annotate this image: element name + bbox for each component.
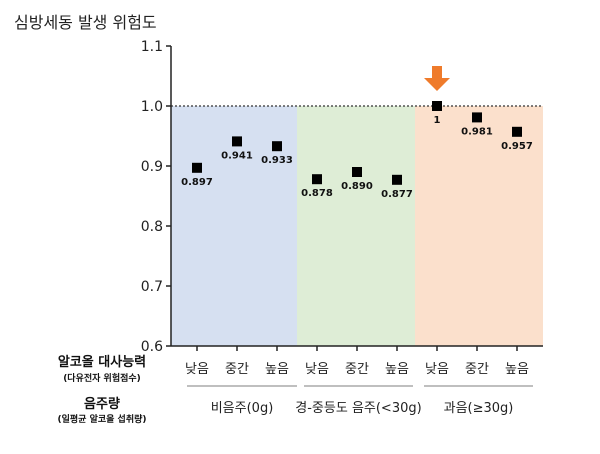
- intake-row-subtitle: (일평균 알코올 섭취량): [57, 413, 146, 425]
- metabolism-row-title: 알코올 대사능력: [58, 354, 146, 370]
- intake-row-title: 음주량: [84, 396, 120, 412]
- y-tick-label: 0.6: [141, 339, 163, 355]
- x-category-label: 높음: [505, 362, 529, 377]
- data-point: [352, 167, 362, 177]
- group-band: [415, 106, 543, 346]
- data-point: [472, 112, 482, 123]
- data-label: 0.897: [181, 177, 213, 188]
- group-label: 경-중등도 음주(<30g): [295, 401, 421, 416]
- y-tick-label: 0.7: [141, 279, 163, 295]
- y-axis-title: 심방세동 발생 위험도: [14, 13, 157, 32]
- data-label: 1: [434, 115, 441, 126]
- x-category-label: 낮음: [425, 362, 449, 377]
- x-category-label: 높음: [385, 362, 409, 377]
- y-tick-label: 0.8: [141, 219, 163, 235]
- data-point: [232, 136, 242, 147]
- data-label: 0.878: [301, 188, 333, 199]
- x-category-label: 중간: [345, 362, 369, 377]
- x-category-label: 높음: [265, 362, 289, 377]
- data-point: [392, 174, 402, 185]
- y-tick-label: 1.1: [141, 39, 163, 55]
- down-arrow-icon: [424, 66, 450, 91]
- data-label: 0.957: [501, 141, 533, 152]
- y-tick-label: 0.9: [141, 159, 163, 175]
- group-label: 비음주(0g): [211, 401, 274, 416]
- data-label: 0.981: [461, 126, 493, 137]
- data-point: [432, 101, 442, 111]
- data-label: 0.890: [341, 181, 373, 192]
- x-category-label: 중간: [225, 362, 249, 377]
- data-label: 0.877: [381, 189, 413, 200]
- x-category-label: 낮음: [305, 362, 329, 377]
- x-category-label: 중간: [465, 362, 489, 377]
- data-point: [192, 162, 202, 173]
- group-band: [297, 106, 415, 346]
- x-category-label: 낮음: [185, 362, 209, 377]
- data-point: [272, 141, 282, 152]
- group-label: 과음(≥30g): [444, 401, 514, 416]
- y-tick-label: 1.0: [141, 99, 163, 115]
- data-label: 0.933: [261, 155, 293, 166]
- data-label: 0.941: [221, 150, 253, 161]
- data-point: [312, 174, 322, 185]
- data-point: [512, 126, 522, 137]
- metabolism-row-subtitle: (다유전자 위험점수): [63, 372, 141, 384]
